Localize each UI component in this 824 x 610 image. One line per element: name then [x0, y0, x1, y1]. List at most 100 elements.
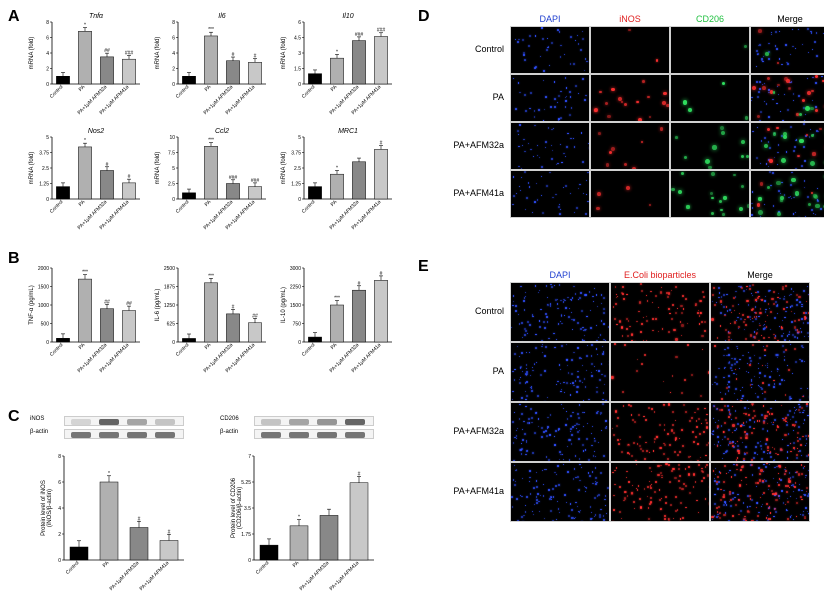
svg-text:#: # — [128, 174, 131, 180]
panelD-grid-col-header-1: iNOS — [590, 14, 670, 26]
panel-a-charts: Tnfα02468mRNA (fold)Control*PA##PA+1μM A… — [26, 10, 406, 240]
panel-a-chart-1: Il602468mRNA (fold)Control***PA#PA+1μM A… — [152, 10, 270, 118]
panelE-grid-cell-2-1 — [610, 402, 710, 462]
svg-text:7: 7 — [248, 454, 251, 460]
panelD-grid-cell-3-0 — [510, 170, 590, 218]
svg-text:5.25: 5.25 — [241, 480, 251, 486]
panelD-grid-cell-1-3 — [750, 74, 824, 122]
svg-text:Control: Control — [49, 342, 65, 358]
svg-text:Tnfα: Tnfα — [89, 13, 104, 20]
svg-text:PA: PA — [292, 560, 301, 569]
panel-a-chart-3: Nos201.252.53.755mRNA (fold)Control*PA#P… — [26, 125, 144, 233]
svg-text:###: ### — [251, 178, 260, 184]
svg-text:Control: Control — [49, 84, 65, 100]
svg-text:IL-10 (pg/mL): IL-10 (pg/mL) — [281, 287, 287, 323]
svg-text:mRNA (fold): mRNA (fold) — [155, 37, 161, 70]
panelE-grid-row-label-3: PA+AFM41a — [440, 486, 504, 496]
svg-text:mRNA (fold): mRNA (fold) — [29, 152, 35, 185]
svg-text:Nos2: Nos2 — [88, 128, 104, 135]
svg-text:***: *** — [82, 270, 88, 276]
panelD-grid-cell-0-3 — [750, 26, 824, 74]
svg-text:1000: 1000 — [38, 303, 49, 309]
panelE-grid-cell-3-1 — [610, 462, 710, 522]
svg-text:500: 500 — [41, 322, 50, 328]
svg-text:Control: Control — [175, 84, 191, 100]
panelD-grid-cell-0-0 — [510, 26, 590, 74]
panel-d-grid: DAPIiNOSCD206MergeControlPAPA+AFM32aPA+A… — [440, 14, 824, 218]
panelE-grid-cell-3-0 — [510, 462, 610, 522]
svg-text:4: 4 — [58, 506, 61, 512]
panelE-grid-col-header-2: Merge — [710, 270, 810, 282]
svg-text:***: *** — [334, 296, 340, 302]
svg-text:1250: 1250 — [164, 303, 175, 309]
svg-text:*: * — [108, 471, 110, 477]
svg-text:6: 6 — [46, 36, 49, 42]
panel-a-chart-0: Tnfα02468mRNA (fold)Control*PA##PA+1μM A… — [26, 10, 144, 118]
svg-text:*: * — [298, 515, 300, 521]
svg-text:Ccl2: Ccl2 — [215, 128, 229, 135]
panelE-grid-cell-3-2 — [710, 462, 810, 522]
svg-text:##: ## — [126, 301, 132, 307]
svg-text:6: 6 — [58, 480, 61, 486]
svg-text:4: 4 — [172, 51, 175, 57]
svg-text:Control: Control — [301, 84, 317, 100]
panelD-grid-cell-2-1 — [590, 122, 670, 170]
panelE-grid-cell-1-2 — [710, 342, 810, 402]
panel-e-grid: DAPIE.Coli bioparticlesMergeControlPAPA+… — [440, 270, 810, 522]
svg-text:PA: PA — [78, 342, 87, 351]
svg-text:2: 2 — [58, 532, 61, 538]
svg-text:5: 5 — [172, 166, 175, 172]
svg-text:Control: Control — [175, 342, 191, 358]
svg-text:0: 0 — [248, 558, 251, 564]
svg-text:Control: Control — [301, 199, 317, 215]
svg-text:PA+1μM AFM41a: PA+1μM AFM41a — [139, 560, 171, 592]
panel-c-label: C — [8, 408, 20, 426]
svg-text:###: ### — [377, 28, 386, 34]
panel-b-chart-2: 0750150022503000IL-10 (pg/mL)Control***P… — [278, 256, 396, 376]
panel-c-chart-0: 02468Protein level of iNOS(iNOS/β-actin)… — [38, 444, 188, 594]
svg-text:Control: Control — [49, 199, 65, 215]
svg-text:##: ## — [104, 48, 110, 54]
svg-text:5: 5 — [298, 135, 301, 141]
panelE-grid-cell-0-2 — [710, 282, 810, 342]
svg-text:###: ### — [125, 50, 134, 56]
svg-text:#: # — [168, 529, 171, 535]
svg-text:0: 0 — [298, 197, 301, 203]
svg-text:PA: PA — [78, 199, 87, 208]
panel-c-chart-1: 01.753.55.257Protein level of CD206(CD20… — [228, 444, 378, 594]
panelE-grid-cell-1-0 — [510, 342, 610, 402]
svg-text:PA: PA — [78, 84, 87, 93]
svg-text:PA: PA — [102, 560, 111, 569]
svg-text:#: # — [232, 304, 235, 310]
svg-text:1.5: 1.5 — [294, 67, 301, 73]
panel-a-chart-2: Il1001.534.56mRNA (fold)Control*PA###PA+… — [278, 10, 396, 118]
svg-text:PA: PA — [204, 342, 213, 351]
svg-text:###: ### — [355, 32, 364, 38]
svg-text:*: * — [336, 49, 338, 55]
svg-text:Control: Control — [301, 342, 317, 358]
svg-text:***: *** — [208, 138, 214, 144]
svg-text:***: *** — [208, 273, 214, 279]
svg-text:mRNA (fold): mRNA (fold) — [281, 152, 287, 185]
panel-d-label: D — [418, 8, 430, 26]
svg-text:PA+1μM AFM32a: PA+1μM AFM32a — [109, 560, 141, 592]
svg-text:1.25: 1.25 — [39, 182, 49, 188]
svg-text:PA: PA — [330, 342, 339, 351]
svg-text:0: 0 — [58, 558, 61, 564]
panelD-grid-cell-3-1 — [590, 170, 670, 218]
panelE-grid-col-header-1: E.Coli bioparticles — [610, 270, 710, 282]
panelD-grid-col-header-0: DAPI — [510, 14, 590, 26]
svg-text:0: 0 — [46, 197, 49, 203]
panel-c-blot-label-1-0: CD206 — [220, 416, 239, 422]
svg-text:3: 3 — [298, 51, 301, 57]
svg-text:*: * — [84, 138, 86, 144]
svg-text:#: # — [232, 52, 235, 58]
svg-text:3.75: 3.75 — [291, 151, 301, 157]
panel-b-charts: 0500100015002000TNF-α (pg/mL)Control***P… — [26, 256, 406, 386]
panel-c-blot-0-1 — [64, 429, 184, 439]
panel-c-blot-1-1 — [254, 429, 374, 439]
svg-text:#: # — [254, 54, 257, 60]
panelD-grid-col-header-3: Merge — [750, 14, 824, 26]
svg-text:0: 0 — [46, 82, 49, 88]
svg-text:8: 8 — [172, 20, 175, 26]
